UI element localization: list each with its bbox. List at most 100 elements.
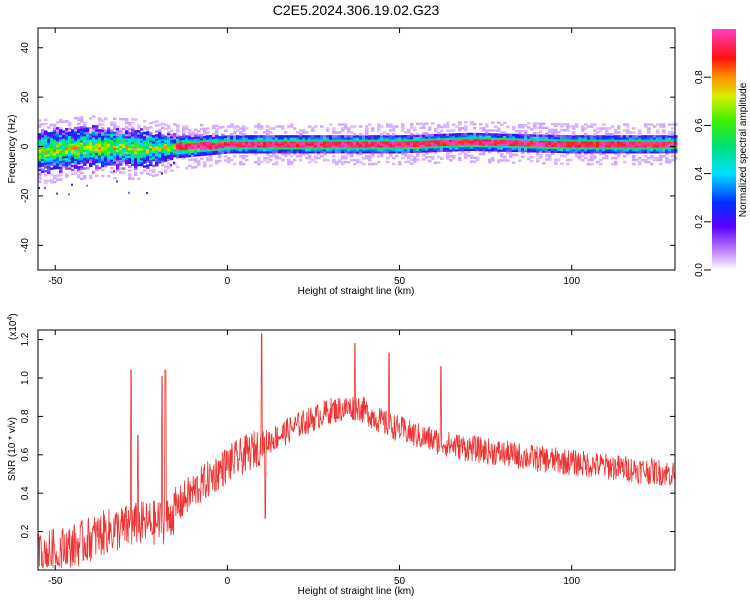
heatmap-cell [110, 161, 114, 164]
heatmap-cell [614, 143, 618, 146]
heatmap-cell [38, 135, 42, 138]
heatmap-cell [317, 135, 321, 138]
heatmap-cell [38, 178, 42, 182]
heatmap-cell [62, 140, 66, 143]
heatmap-cell [596, 143, 600, 146]
heatmap-cell [143, 133, 147, 137]
heatmap-cell [485, 123, 489, 126]
colorbar-tick-label: 0.4 [694, 166, 705, 180]
heatmap-cell [578, 141, 582, 144]
heatmap-cell [671, 127, 675, 130]
heatmap-cell [623, 123, 627, 126]
heatmap-cell [80, 149, 84, 153]
heatmap-cell [332, 137, 336, 140]
heatmap-cell [101, 137, 105, 140]
heatmap-cell [50, 133, 54, 137]
heatmap-cell [50, 153, 54, 156]
heatmap-cell [452, 133, 456, 136]
heatmap-cell [527, 136, 531, 139]
heatmap-cell [326, 139, 330, 142]
heatmap-cell [176, 124, 180, 127]
heatmap-cell [458, 135, 462, 138]
heatmap-cell [443, 133, 447, 137]
figure-title: C2E5.2024.306.19.02.G23 [273, 2, 440, 18]
heatmap-cell [461, 127, 465, 130]
heatmap-cell [44, 170, 48, 173]
snr-scale-exponent: 4 [7, 317, 14, 321]
heatmap-cell [134, 171, 138, 175]
heatmap-cell [293, 147, 297, 150]
heatmap-cell [338, 141, 342, 144]
heatmap-cell [284, 152, 288, 156]
heatmap-cell [197, 138, 201, 141]
heatmap-cell [356, 145, 360, 148]
heatmap-cell [656, 137, 660, 140]
heatmap-cell [365, 141, 369, 144]
heatmap-cell [125, 155, 129, 159]
heatmap-cell [410, 158, 414, 161]
heatmap-cell [290, 148, 294, 152]
heatmap-cell [80, 151, 84, 155]
heatmap-cell [122, 153, 126, 156]
heatmap-cell [59, 126, 63, 130]
heatmap-cell [176, 126, 180, 129]
heatmap-cell [59, 158, 63, 161]
heatmap-cell [143, 151, 147, 154]
heatmap-cell [413, 158, 417, 161]
heatmap-cell [134, 155, 138, 159]
heatmap-cell [518, 139, 522, 143]
heatmap-cell [299, 145, 303, 148]
heatmap-cell [377, 154, 381, 158]
heatmap-cell [344, 154, 348, 158]
heatmap-cell [293, 139, 297, 142]
heatmap-cell [227, 158, 231, 162]
heatmap-cell [179, 155, 183, 159]
heatmap-cell [503, 143, 507, 146]
heatmap-cell [65, 157, 69, 161]
heatmap-cell [44, 162, 48, 165]
heatmap-cell [398, 139, 402, 142]
heatmap-cell [278, 135, 282, 138]
heatmap-cell [107, 159, 111, 162]
heatmap-cell [185, 139, 189, 142]
heatmap-cell [281, 147, 285, 150]
heatmap-cell [125, 139, 129, 143]
heatmap-cell [584, 139, 588, 142]
heatmap-cell [125, 149, 129, 153]
heatmap-cell [383, 150, 387, 154]
heatmap-cell [200, 143, 204, 147]
heatmap-cell [155, 124, 159, 127]
heatmap-cell [560, 144, 564, 148]
heatmap-cell [179, 143, 183, 147]
heatmap-cell [611, 145, 615, 148]
heatmap-cell [152, 148, 156, 152]
heatmap-cell [512, 133, 516, 137]
heatmap-cell [626, 123, 630, 126]
heatmap-cell [290, 147, 294, 150]
heatmap-cell [641, 148, 645, 152]
heatmap-cell [497, 139, 501, 142]
heatmap-cell [323, 150, 327, 154]
heatmap-cell [146, 126, 150, 130]
heatmap-cell [452, 135, 456, 138]
heatmap-cell [284, 148, 288, 152]
heatmap-cell [272, 162, 276, 166]
heatmap-cell [422, 124, 426, 127]
heatmap-cell [161, 142, 165, 145]
heatmap-cell [263, 141, 267, 144]
heatmap-cell [95, 131, 99, 134]
heatmap-cell [68, 151, 72, 154]
heatmap-cell [416, 140, 420, 143]
heatmap-cell [212, 142, 216, 146]
heatmap-cell [524, 137, 528, 141]
heatmap-cell [107, 147, 111, 150]
heatmap-cell [641, 158, 645, 162]
heatmap-cell [161, 144, 165, 147]
heatmap-cell [116, 137, 120, 141]
heatmap-cell [191, 152, 195, 155]
heatmap-cell [506, 135, 510, 139]
heatmap-cell [527, 122, 531, 125]
heatmap-cell [641, 150, 645, 154]
heatmap-cell [191, 166, 195, 169]
heatmap-cell [119, 135, 123, 139]
